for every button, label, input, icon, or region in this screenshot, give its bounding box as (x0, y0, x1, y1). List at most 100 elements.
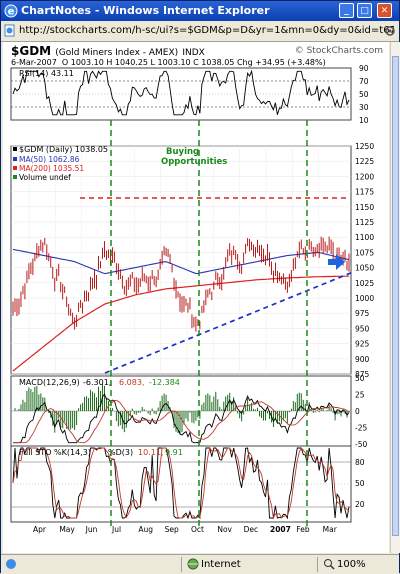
chart-quote-line: 6-Mar-2007 O 1003.10 H 1040.25 L 1003.10… (11, 58, 326, 67)
macd-label-c: 6.083, (119, 378, 144, 387)
status-separator (317, 557, 318, 572)
sto-month-label: Apr (33, 525, 47, 534)
title-bar[interactable]: e ChartNotes - Windows Internet Explorer… (1, 1, 399, 21)
price-legend-swatch (13, 147, 17, 151)
ma200-legend: MA(200) 1035.51 (19, 164, 84, 173)
technical-chart: RSI(14) 43.11 90 70 50 30 10 875 900 925 950 975… (10, 64, 374, 534)
zoom-level[interactable]: 100% (337, 559, 366, 570)
price-tick-label: 900 (355, 355, 370, 364)
macd-label-d: -12.384 (149, 378, 180, 387)
sto-month-label: Nov (217, 525, 232, 534)
annotation-buying: Buying (166, 147, 199, 157)
chart-date: 6-Mar-2007 (11, 58, 57, 67)
rsi-line (12, 69, 350, 116)
sto-d-line (12, 446, 350, 520)
stockcharts-brand[interactable]: © StockCharts.com (294, 46, 383, 56)
zoom-icon[interactable] (323, 558, 335, 570)
vertical-scrollbar[interactable] (390, 42, 400, 553)
globe-icon (187, 558, 199, 570)
price-tick-label: 1025 (355, 279, 374, 288)
ma50-legend: MA(50) 1062.86 (19, 155, 80, 164)
sto-month-label: Aug (138, 525, 153, 534)
price-tick-label: 925 (355, 340, 370, 349)
sto-tick-label: 20 (355, 500, 365, 509)
status-bar: Internet 100% (1, 554, 399, 574)
sto-tick-label: 80 (355, 458, 365, 467)
price-grid (11, 145, 351, 375)
macd-axis: 50 25 0 -25 -50 (355, 374, 367, 449)
price-tick-label: 1075 (355, 248, 374, 257)
chart-ohlc: O 1003.10 H 1040.25 L 1003.10 C 1038.05 (61, 58, 235, 67)
sto-month-label: Oct (191, 525, 204, 534)
rsi-tick-label: 90 (359, 64, 369, 73)
price-tick-label: 1150 (355, 203, 374, 212)
price-tick-label: 950 (355, 324, 370, 333)
macd-line (13, 393, 350, 444)
ma200-legend-swatch (13, 166, 17, 170)
macd-label-a: MACD(12,26,9) (19, 378, 80, 387)
macd-tick-label: 50 (355, 374, 365, 383)
sto-month-label: May (59, 525, 75, 534)
sto-month-label: Feb (296, 525, 310, 534)
price-tick-label: 875 (355, 370, 370, 379)
volume-legend: Volume undef (19, 173, 71, 182)
ma50-legend-swatch (13, 157, 17, 161)
svg-text:e: e (8, 7, 15, 18)
sto-month-label: 2007 (270, 525, 291, 534)
sto-month-label: Jul (111, 525, 121, 534)
window-title: ChartNotes - Windows Internet Explorer (21, 4, 270, 17)
address-bar[interactable]: http://stockcharts.com/h-sc/ui?s=$GDM&p=… (1, 21, 399, 42)
done-icon (6, 559, 16, 569)
price-tick-label: 1200 (355, 172, 374, 181)
minimize-button[interactable]: _ (339, 3, 354, 18)
price-tick-label: 1000 (355, 294, 374, 303)
rsi-tick-label: 10 (359, 116, 369, 125)
volume-legend-swatch (13, 175, 17, 179)
rsi-panel (10, 67, 352, 121)
price-tick-label: 975 (355, 309, 370, 318)
rsi-tick-label: 50 (359, 90, 369, 99)
rsi-tick-label: 70 (359, 77, 369, 86)
price-tick-label: 1100 (355, 233, 374, 242)
address-url[interactable]: http://stockcharts.com/h-sc/ui?s=$GDM&p=… (19, 25, 394, 36)
price-tick-label: 1250 (355, 142, 374, 151)
sto-month-label: Jun (85, 525, 98, 534)
chart-change: Chg +34.95 (+3.48%) (236, 58, 326, 67)
chart-page: $GDM (Gold Miners Index - AMEX) INDX © S… (3, 42, 389, 553)
sto-label-c: 10.11, (138, 448, 163, 457)
macd-tick-label: -50 (355, 440, 367, 449)
ma50-line (12, 248, 350, 275)
sto-label-b: %D(3) (108, 448, 133, 457)
status-separator (181, 557, 182, 572)
rsi-label: RSI(14) 43.11 (19, 69, 74, 78)
price-axis: 875 900 925 950 975 1000 1025 1050 1075 1100 1125 1… (355, 142, 374, 379)
sto-label-a: Full STO %K(14,3) (19, 448, 91, 457)
price-tick-label: 1050 (355, 264, 374, 273)
chart-symbol: $GDM (Gold Miners Index - AMEX) INDX (11, 44, 205, 58)
macd-tick-label: -25 (355, 424, 367, 433)
page-options-icon[interactable] (384, 25, 396, 37)
rsi-tick-label: 30 (359, 103, 369, 112)
annotation-opportunities: Opportunities (161, 157, 227, 167)
macd-tick-label: 25 (355, 391, 365, 400)
macd-signal-line (13, 400, 350, 444)
sto-axis: 80 50 20 (355, 458, 365, 509)
price-bars (12, 236, 350, 332)
close-button[interactable]: ✕ (377, 3, 392, 18)
zone-label: Internet (201, 559, 241, 570)
sto-month-label: Sep (165, 525, 179, 534)
macd-tick-label: 0 (355, 407, 360, 416)
sto-month-label: Mar (323, 525, 338, 534)
price-tick-label: 1175 (355, 188, 374, 197)
price-tick-label: 1225 (355, 157, 374, 166)
sto-tick-label: 50 (355, 479, 365, 488)
sto-label-d: 9.91 (165, 448, 183, 457)
arrow-right-icon (328, 254, 345, 270)
maximize-button[interactable]: □ (357, 3, 372, 18)
chart-name: (Gold Miners Index - AMEX) (55, 48, 179, 58)
sto-month-label: Dec (244, 525, 259, 534)
ma200-line (12, 275, 350, 372)
scrollbar-thumb[interactable] (392, 56, 399, 536)
rsi-axis: 90 70 50 30 10 (359, 64, 369, 125)
